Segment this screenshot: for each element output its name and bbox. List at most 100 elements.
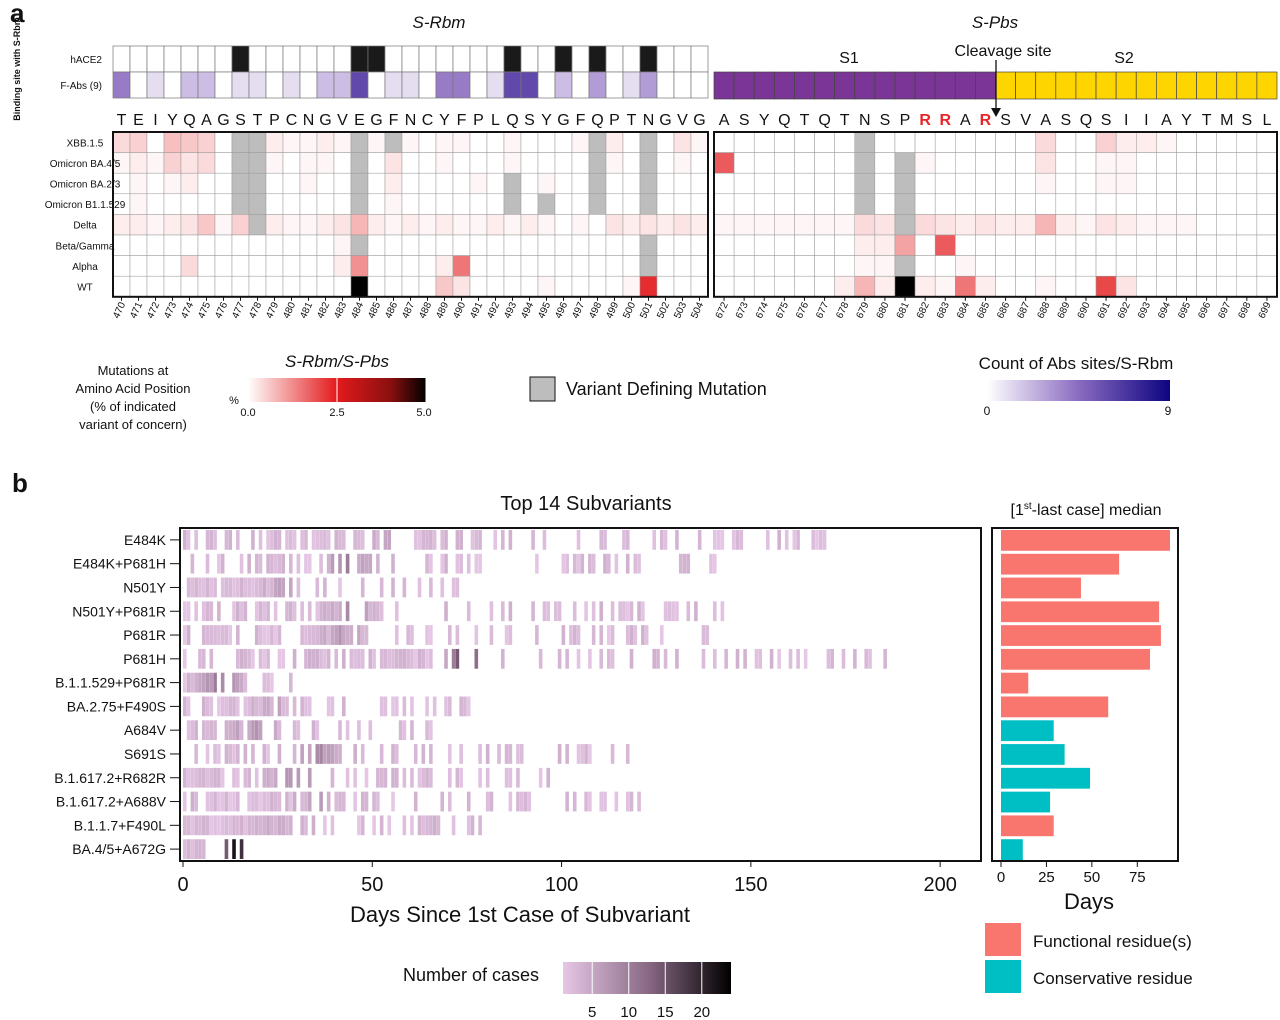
- pbs-heat-cell: [1035, 193, 1057, 215]
- rbm-heat-cell: [282, 255, 301, 277]
- case-mark: [209, 791, 214, 812]
- variant-label: Delta: [73, 221, 97, 232]
- pbs-heat-cell: [1055, 214, 1077, 236]
- pbs-heat-cell: [1075, 255, 1097, 277]
- pbs-heat-cell: [1216, 255, 1238, 277]
- rbm-heat-cell: [588, 193, 607, 215]
- case-mark: [247, 648, 251, 669]
- case-mark: [357, 815, 361, 836]
- case-mark: [209, 720, 214, 741]
- case-mark: [217, 625, 221, 645]
- case-mark: [493, 530, 498, 550]
- rbm-heat-cell: [282, 131, 301, 153]
- rbm-heat-cell: [605, 275, 624, 298]
- case-mark: [376, 791, 380, 812]
- rbm-heat-cell: [571, 255, 590, 277]
- case-mark: [307, 601, 312, 622]
- case-mark: [209, 696, 214, 717]
- case-mark: [205, 791, 210, 812]
- case-mark: [201, 648, 206, 669]
- pbs-heat-cell: [733, 214, 755, 236]
- case-mark: [338, 744, 342, 764]
- case-mark: [504, 767, 509, 788]
- rbm-heat-cell: [163, 131, 182, 153]
- rbm-heat-cell: [503, 131, 522, 153]
- subvariant-label: A684V: [124, 722, 167, 738]
- variant-label: Beta/Gamma: [56, 241, 115, 252]
- rbm-heat-cell: [486, 275, 505, 298]
- fabs-cell: [265, 71, 284, 99]
- rbm-heat-cell: [299, 255, 318, 277]
- case-mark: [228, 744, 233, 764]
- pbs-heat-cell: [814, 131, 835, 153]
- rbm-heat-cell: [333, 172, 352, 195]
- hace2-cell: [299, 45, 318, 73]
- case-mark: [304, 815, 308, 836]
- case-mark: [307, 791, 312, 812]
- case-mark: [417, 767, 422, 788]
- pbs-heat-cell: [1236, 234, 1258, 256]
- case-mark: [694, 601, 698, 622]
- median-bar: [1001, 791, 1051, 813]
- case-mark: [311, 720, 316, 741]
- rbm-heat-cell: [588, 152, 607, 174]
- rbm-heat-cell: [435, 193, 454, 215]
- rbm-heat-cell: [469, 172, 488, 195]
- median-bar: [1001, 648, 1151, 670]
- rbm-heat-cell: [401, 193, 420, 215]
- rbm-heat-cell: [146, 214, 165, 236]
- s2-cell: [1075, 71, 1097, 100]
- pbs-heat-cell: [1035, 255, 1057, 277]
- pbs-heat-cell: [894, 172, 916, 195]
- case-mark: [641, 601, 645, 622]
- case-mark: [228, 720, 233, 741]
- case-mark: [292, 720, 297, 741]
- rbm-heat-cell: [265, 152, 284, 174]
- rbm-heat-cell: [231, 172, 250, 195]
- case-mark: [425, 767, 429, 788]
- case-mark: [292, 530, 297, 550]
- pbs-heat-cell: [753, 152, 775, 174]
- pbs-heat-cell: [733, 152, 755, 174]
- rbm-residue: V: [337, 112, 348, 129]
- case-mark: [258, 601, 263, 622]
- case-mark: [236, 672, 240, 693]
- pbs-heat-cell: [814, 234, 835, 256]
- case-mark: [432, 530, 437, 550]
- case-mark: [262, 791, 267, 812]
- case-mark: [334, 625, 339, 645]
- x-axis-label: Days Since 1st Case of Subvariant: [350, 902, 690, 927]
- mut-legend-line-4: variant of concern): [79, 417, 187, 432]
- case-mark: [603, 791, 607, 812]
- case-mark: [186, 625, 191, 645]
- rbm-position-label: 487: [400, 300, 417, 320]
- case-mark: [300, 815, 304, 836]
- pbs-heat-cell: [1176, 255, 1197, 277]
- rbm-heat-cell: [248, 193, 267, 215]
- case-mark: [591, 553, 596, 574]
- rbm-position-label: 476: [213, 300, 230, 320]
- fabs-cell: [588, 71, 607, 99]
- pbs-heat-cell: [1115, 152, 1137, 174]
- pbs-heat-cell: [1156, 152, 1177, 174]
- case-mark: [372, 791, 376, 812]
- hace2-cell: [197, 45, 216, 73]
- pbs-heat-cell: [874, 131, 896, 153]
- case-mark: [364, 601, 369, 622]
- functional-swatch: [985, 923, 1021, 956]
- case-mark: [277, 720, 282, 741]
- variant-label: Omicron B1.1.529: [45, 200, 126, 211]
- pbs-residue: Y: [759, 112, 770, 129]
- pbs-position-label: 695: [1176, 300, 1193, 320]
- case-mark: [247, 791, 251, 812]
- rbm-heat-cell: [435, 275, 454, 298]
- case-mark: [224, 791, 229, 812]
- case-mark: [565, 744, 569, 764]
- s1-cell: [934, 71, 956, 100]
- rbm-residue: Y: [541, 112, 552, 129]
- case-mark: [236, 625, 240, 645]
- pbs-residue: I: [1144, 112, 1148, 129]
- rbm-heat-cell: [129, 152, 148, 174]
- case-mark: [277, 625, 282, 645]
- case-mark: [213, 791, 217, 812]
